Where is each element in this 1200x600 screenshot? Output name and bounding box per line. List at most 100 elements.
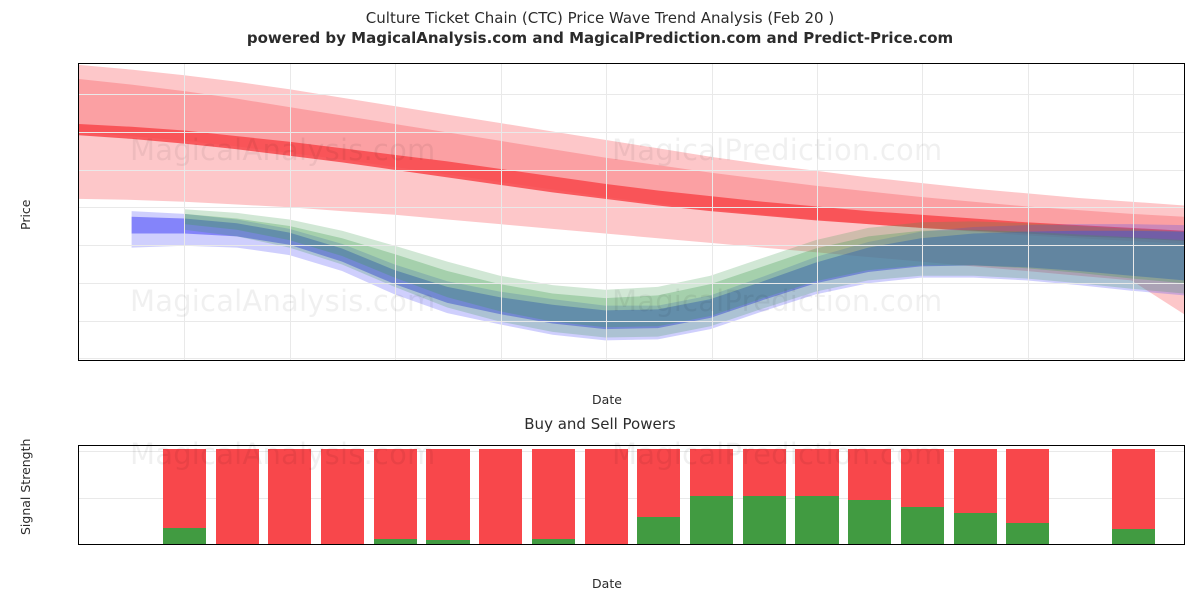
wave-band-blue-band-core <box>131 216 1184 330</box>
buy-power-segment <box>848 500 892 544</box>
signal-bar[interactable] <box>953 448 997 544</box>
x-axis-tick-mark <box>395 544 396 545</box>
gridline-horizontal <box>79 450 1184 452</box>
y-axis-tick-mark <box>78 498 79 499</box>
sell-power-segment <box>900 448 945 507</box>
sell-power-segment <box>215 448 259 544</box>
gridline-vertical <box>1133 64 1135 360</box>
sell-power-segment <box>1006 448 1050 524</box>
signal-bar[interactable] <box>637 448 681 544</box>
x-axis-tick-mark <box>184 544 185 545</box>
sell-power-segment <box>320 448 365 544</box>
x-axis-tick-mark <box>817 360 818 361</box>
wave-band-green-band-core <box>184 213 1184 328</box>
signal-bar[interactable] <box>900 448 945 544</box>
buy-power-segment <box>1111 528 1155 544</box>
gridline-horizontal <box>79 498 1184 500</box>
y-axis-tick-mark <box>78 358 79 359</box>
buy-power-segment <box>373 539 417 544</box>
date-axis-label-top: Date <box>592 392 622 407</box>
x-axis-tick-mark <box>922 360 923 361</box>
signal-bar[interactable] <box>320 448 365 544</box>
y-axis-tick-mark <box>78 94 79 95</box>
signal-bar[interactable] <box>479 448 523 544</box>
signal-bar[interactable] <box>531 448 576 544</box>
x-axis-tick-mark <box>1028 360 1029 361</box>
gridline-vertical <box>606 64 608 360</box>
signal-bar[interactable] <box>795 448 839 544</box>
x-axis-tick-mark <box>290 544 291 545</box>
x-axis-tick-mark <box>817 544 818 545</box>
gridline-horizontal <box>79 282 1184 284</box>
buy-sell-chart-title: Buy and Sell Powers <box>524 415 676 433</box>
buy-power-segment <box>742 496 786 544</box>
signal-bar[interactable] <box>1006 448 1050 544</box>
gridline-vertical <box>289 64 291 360</box>
sell-power-segment <box>953 448 997 513</box>
sell-power-segment <box>742 448 786 497</box>
signal-bar[interactable] <box>689 448 734 544</box>
gridline-vertical <box>395 64 397 360</box>
signal-bar[interactable] <box>584 448 628 544</box>
buy-power-segment <box>426 540 470 544</box>
sell-power-segment <box>848 448 892 501</box>
signal-bar[interactable] <box>215 448 259 544</box>
y-axis-tick-mark <box>78 207 79 208</box>
x-axis-tick-mark <box>1133 544 1134 545</box>
date-axis-label-bottom: Date <box>592 576 622 591</box>
buy-power-segment <box>1006 523 1050 544</box>
sell-power-segment <box>531 448 576 540</box>
x-axis-tick-mark <box>606 544 607 545</box>
x-axis-tick-mark <box>501 360 502 361</box>
y-axis-tick-mark <box>78 132 79 133</box>
x-axis-tick-mark <box>712 544 713 545</box>
sell-power-segment <box>1111 448 1155 529</box>
gridline-vertical <box>922 64 924 360</box>
buy-power-segment <box>637 517 681 544</box>
price-axis-label: Price <box>18 199 33 231</box>
y-axis-tick-mark <box>78 170 79 171</box>
signal-bar[interactable] <box>373 448 417 544</box>
signal-bar[interactable] <box>742 448 786 544</box>
buy-power-segment <box>900 506 945 544</box>
x-axis-tick-mark <box>184 360 185 361</box>
sell-power-segment <box>689 448 734 497</box>
signal-bar[interactable] <box>162 448 207 544</box>
page-title: Culture Ticket Chain (CTC) Price Wave Tr… <box>365 9 835 27</box>
wave-band-green-band-outer <box>184 209 1184 338</box>
sell-power-segment <box>637 448 681 518</box>
buy-sell-powers-chart: 0.00.51.02026-02-032026-02-052026-02-072… <box>78 445 1185 545</box>
sell-power-segment <box>426 448 470 541</box>
gridline-horizontal <box>79 207 1184 209</box>
gridline-vertical <box>817 64 818 360</box>
signal-bar[interactable] <box>426 448 470 544</box>
sell-power-segment <box>373 448 417 540</box>
gridline-horizontal <box>79 245 1184 247</box>
price-wave-chart: 0.120.140.160.180.200.220.240.262026-02-… <box>78 63 1185 361</box>
gridline-vertical <box>500 64 502 360</box>
gridline-horizontal <box>79 320 1184 322</box>
sell-power-segment <box>795 448 839 497</box>
y-axis-tick-mark <box>78 451 79 452</box>
chart-title-block: Culture Ticket Chain (CTC) Price Wave Tr… <box>0 8 1200 48</box>
x-axis-tick-mark <box>922 544 923 545</box>
y-axis-tick-mark <box>78 283 79 284</box>
signal-bar[interactable] <box>268 448 312 544</box>
page-subtitle: powered by MagicalAnalysis.com and Magic… <box>246 29 954 47</box>
x-axis-tick-mark <box>290 360 291 361</box>
gridline-vertical <box>711 64 713 360</box>
y-axis-tick-mark <box>78 245 79 246</box>
x-axis-tick-mark <box>606 360 607 361</box>
buy-power-segment <box>795 496 839 544</box>
sell-power-segment <box>268 448 312 544</box>
signal-strength-axis-label: Signal Strength <box>18 438 33 535</box>
gridline-horizontal <box>79 131 1184 133</box>
buy-power-segment <box>162 527 207 544</box>
gridline-horizontal <box>79 358 1184 360</box>
signal-bar[interactable] <box>848 448 892 544</box>
signal-bar[interactable] <box>1111 448 1155 544</box>
x-axis-tick-mark <box>712 360 713 361</box>
gridline-vertical <box>1027 64 1029 360</box>
wave-band-red-band-mid <box>79 78 1184 244</box>
